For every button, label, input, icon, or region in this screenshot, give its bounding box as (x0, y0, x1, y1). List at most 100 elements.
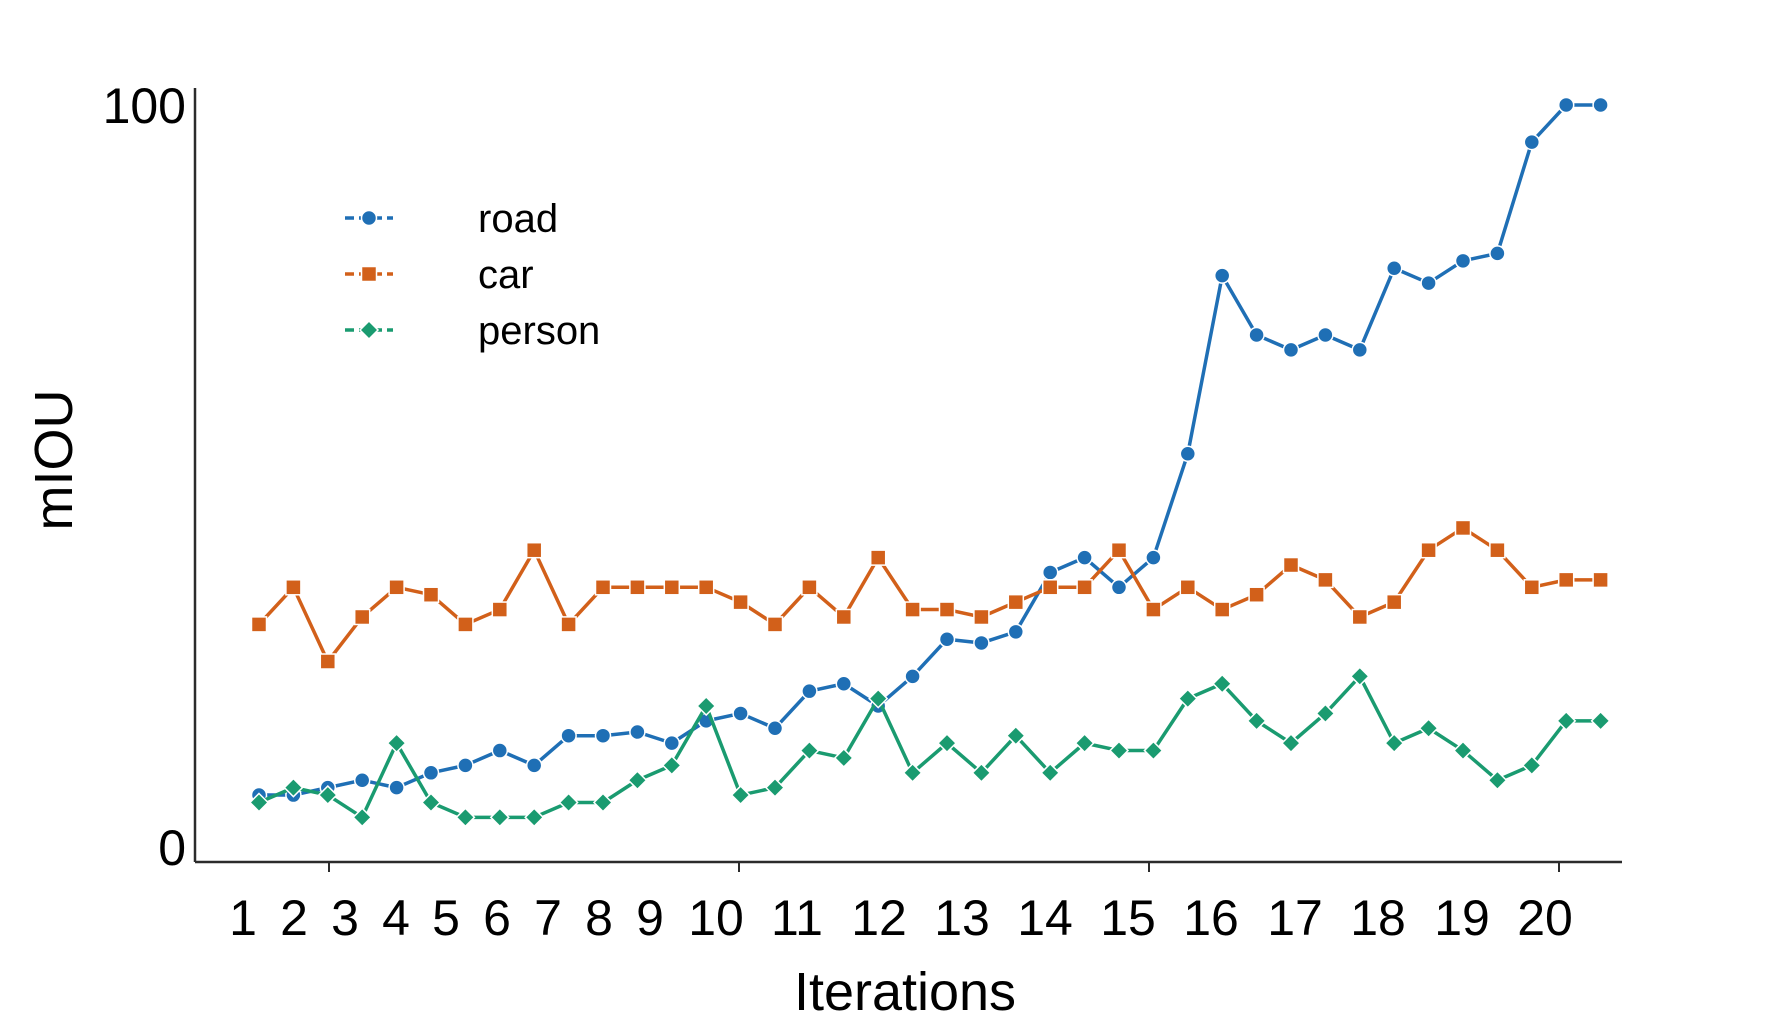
data-point-road (1248, 326, 1265, 344)
data-point-road (938, 630, 956, 648)
x-axis-ticks: 1 2 3 4 5 6 7 8 9 10 11 12 13 14 15 16 17 18 19 20 (229, 890, 1573, 946)
data-point-road (422, 764, 440, 782)
data-point-person (558, 792, 579, 813)
series-line-road (259, 103, 1601, 797)
data-point-person (489, 807, 510, 828)
data-point-car (1145, 601, 1162, 618)
data-point-road (1592, 96, 1609, 114)
data-point-person (317, 784, 338, 806)
data-point-car (1489, 541, 1506, 559)
x-tick-label: 14 (1017, 890, 1073, 946)
data-point-car (560, 616, 577, 633)
data-point-road (491, 742, 509, 759)
x-tick-label: 20 (1517, 890, 1573, 946)
legend-label-car: car (478, 253, 534, 297)
data-point-road (835, 675, 853, 693)
legend-marker-person (358, 319, 380, 341)
data-point-road (1076, 549, 1093, 566)
data-point-car (629, 579, 646, 596)
data-point-person (420, 792, 442, 813)
y-tick-label: 0 (158, 820, 186, 876)
data-point-car (594, 579, 612, 596)
data-point-road (457, 757, 474, 774)
data-point-person (1315, 703, 1336, 724)
x-tick-label: 15 (1100, 890, 1156, 946)
data-point-person (764, 777, 786, 798)
x-tick-label: 11 (771, 890, 823, 946)
data-point-road (1282, 341, 1300, 359)
data-point-car (388, 579, 405, 596)
data-point-road (663, 734, 681, 752)
legend-item-person: person (345, 309, 600, 353)
data-point-road (1420, 274, 1437, 292)
x-tick-label: 10 (688, 890, 744, 946)
data-point-person (1452, 740, 1474, 761)
data-point-road (1110, 579, 1128, 596)
data-point-road (594, 727, 612, 744)
series-person (248, 666, 1611, 828)
x-tick-label: 4 (382, 890, 410, 946)
data-point-road (801, 682, 818, 700)
data-point-road (1489, 245, 1506, 262)
data-point-person (833, 747, 854, 769)
data-point-car (732, 593, 749, 611)
data-point-car (973, 608, 990, 626)
data-point-car (1557, 571, 1575, 589)
data-point-car (1454, 519, 1472, 537)
data-point-car (353, 608, 371, 626)
x-tick-label: 13 (934, 890, 990, 946)
data-point-road (1317, 326, 1334, 344)
data-point-road (904, 668, 921, 685)
data-point-car (1248, 586, 1265, 603)
data-point-car (697, 579, 715, 596)
legend-marker-car (360, 265, 378, 283)
x-tick-label: 16 (1183, 890, 1239, 946)
data-point-car (1282, 556, 1300, 574)
data-point-person (1280, 733, 1302, 754)
data-point-person (524, 807, 545, 828)
x-tick-label: 5 (432, 890, 460, 946)
data-point-person (1212, 673, 1233, 694)
data-point-car (1523, 579, 1541, 596)
data-point-road (1385, 259, 1403, 277)
data-point-car (1317, 571, 1334, 589)
axes (193, 88, 1622, 872)
data-point-road (560, 727, 577, 744)
data-point-person (455, 807, 476, 828)
data-point-person (799, 740, 820, 761)
series-line-car (257, 526, 1601, 664)
data-point-car (938, 601, 956, 618)
data-point-person (661, 755, 682, 776)
data-point-car (285, 579, 302, 596)
data-point-person (936, 733, 958, 754)
data-point-road (1179, 445, 1197, 462)
data-point-car (525, 541, 543, 559)
data-point-road (1454, 252, 1472, 270)
data-point-car (835, 608, 853, 626)
data-point-person (730, 784, 751, 806)
legend-item-road: road (345, 197, 558, 241)
data-point-road (353, 771, 371, 789)
x-tick-label: 12 (851, 890, 907, 946)
data-point-road (1041, 564, 1059, 581)
x-tick-label: 19 (1434, 890, 1490, 946)
data-point-person (627, 770, 648, 791)
data-point-car (1420, 541, 1437, 559)
data-point-person (1349, 666, 1370, 687)
y-tick-label: 100 (103, 78, 186, 134)
data-point-car (1385, 593, 1403, 611)
data-point-car (1110, 541, 1128, 559)
x-tick-label: 7 (534, 890, 562, 946)
x-tick-label: 8 (585, 890, 613, 946)
data-point-car (319, 653, 337, 670)
x-axis-title: Iterations (794, 962, 1016, 1022)
y-axis-title: mIOU (24, 390, 84, 531)
data-point-car (250, 616, 268, 633)
data-point-person (1521, 755, 1542, 776)
data-point-road (1007, 623, 1025, 641)
x-tick-label: 6 (483, 890, 511, 946)
x-tick-label: 9 (636, 890, 664, 946)
x-tick-label: 18 (1350, 890, 1406, 946)
legend: road car person (345, 197, 600, 353)
